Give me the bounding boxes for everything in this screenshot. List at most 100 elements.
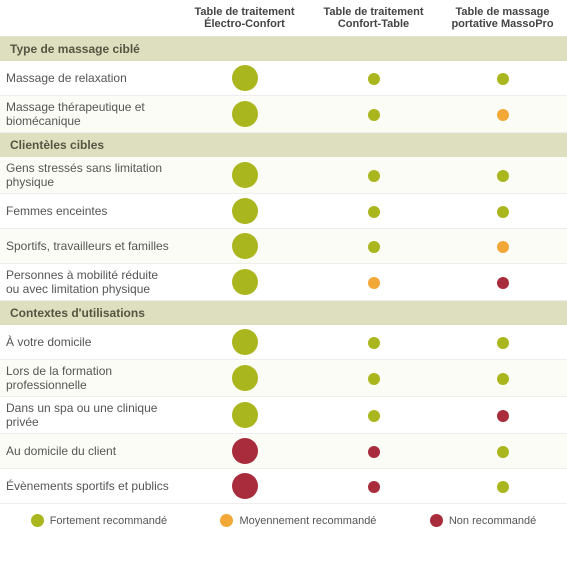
- row-label: Femmes enceintes: [0, 194, 180, 229]
- row-label: À votre domicile: [0, 325, 180, 360]
- section-title: Contextes d'utilisations: [0, 301, 567, 326]
- table-row: Sportifs, travailleurs et familles: [0, 229, 567, 264]
- rating-dot-icon: [368, 373, 380, 385]
- table-row: Au domicile du client: [0, 434, 567, 469]
- dot-cell: [180, 229, 309, 264]
- dot-cell: [180, 264, 309, 301]
- header-col-1: Table de traitement Confort-Table: [309, 0, 438, 37]
- dot-cell: [438, 96, 567, 133]
- row-label: Massage thérapeutique et biomécanique: [0, 96, 180, 133]
- dot-cell: [438, 360, 567, 397]
- table-row: À votre domicile: [0, 325, 567, 360]
- dot-cell: [438, 397, 567, 434]
- rating-dot-icon: [368, 241, 380, 253]
- table-row: Lors de la formation professionnelle: [0, 360, 567, 397]
- rating-dot-icon: [368, 109, 380, 121]
- header-col-0: Table de traitement Électro-Confort: [180, 0, 309, 37]
- legend: Fortement recommandé Moyennement recomman…: [0, 504, 567, 537]
- rating-dot-icon: [232, 329, 258, 355]
- row-label: Au domicile du client: [0, 434, 180, 469]
- legend-dot-icon: [220, 514, 233, 527]
- dot-cell: [180, 96, 309, 133]
- rating-dot-icon: [497, 109, 509, 121]
- rating-dot-icon: [497, 481, 509, 493]
- dot-cell: [309, 229, 438, 264]
- section-title: Type de massage ciblé: [0, 37, 567, 62]
- dot-cell: [309, 325, 438, 360]
- rating-dot-icon: [368, 206, 380, 218]
- row-label: Dans un spa ou une clinique privée: [0, 397, 180, 434]
- rating-dot-icon: [497, 277, 509, 289]
- table-row: Personnes à mobilité réduite ou avec lim…: [0, 264, 567, 301]
- legend-dot-icon: [31, 514, 44, 527]
- dot-cell: [180, 397, 309, 434]
- section-row: Contextes d'utilisations: [0, 301, 567, 326]
- rating-dot-icon: [232, 162, 258, 188]
- dot-cell: [180, 469, 309, 504]
- rating-dot-icon: [232, 101, 258, 127]
- rating-dot-icon: [497, 446, 509, 458]
- rating-dot-icon: [232, 65, 258, 91]
- table-row: Dans un spa ou une clinique privée: [0, 397, 567, 434]
- rating-dot-icon: [232, 365, 258, 391]
- header-col-2: Table de massage portative MassoPro: [438, 0, 567, 37]
- row-label: Sportifs, travailleurs et familles: [0, 229, 180, 264]
- row-label: Personnes à mobilité réduite ou avec lim…: [0, 264, 180, 301]
- table-row: Femmes enceintes: [0, 194, 567, 229]
- dot-cell: [438, 264, 567, 301]
- dot-cell: [309, 397, 438, 434]
- section-row: Clientèles cibles: [0, 133, 567, 158]
- rating-dot-icon: [368, 446, 380, 458]
- dot-cell: [180, 360, 309, 397]
- dot-cell: [180, 434, 309, 469]
- legend-label: Non recommandé: [449, 515, 536, 527]
- dot-cell: [309, 360, 438, 397]
- rating-dot-icon: [368, 277, 380, 289]
- rating-dot-icon: [497, 206, 509, 218]
- rating-dot-icon: [232, 269, 258, 295]
- legend-item: Moyennement recommandé: [220, 514, 376, 527]
- rating-dot-icon: [368, 481, 380, 493]
- rating-dot-icon: [232, 198, 258, 224]
- dot-cell: [438, 434, 567, 469]
- dot-cell: [309, 157, 438, 194]
- dot-cell: [180, 194, 309, 229]
- table-row: Massage thérapeutique et biomécanique: [0, 96, 567, 133]
- dot-cell: [180, 325, 309, 360]
- row-label: Gens stressés sans limitation physique: [0, 157, 180, 194]
- dot-cell: [309, 434, 438, 469]
- dot-cell: [438, 325, 567, 360]
- rating-dot-icon: [497, 170, 509, 182]
- row-label: Évènements sportifs et publics: [0, 469, 180, 504]
- rating-dot-icon: [497, 373, 509, 385]
- dot-cell: [309, 194, 438, 229]
- legend-dot-icon: [430, 514, 443, 527]
- rating-dot-icon: [232, 473, 258, 499]
- section-row: Type de massage ciblé: [0, 37, 567, 62]
- legend-item: Fortement recommandé: [31, 514, 167, 527]
- table-row: Massage de relaxation: [0, 61, 567, 96]
- row-label: Lors de la formation professionnelle: [0, 360, 180, 397]
- dot-cell: [438, 229, 567, 264]
- dot-cell: [180, 157, 309, 194]
- rating-dot-icon: [497, 410, 509, 422]
- rating-dot-icon: [497, 73, 509, 85]
- table-row: Évènements sportifs et publics: [0, 469, 567, 504]
- dot-cell: [309, 96, 438, 133]
- dot-cell: [309, 61, 438, 96]
- legend-label: Moyennement recommandé: [239, 515, 376, 527]
- row-label: Massage de relaxation: [0, 61, 180, 96]
- rating-dot-icon: [368, 410, 380, 422]
- rating-dot-icon: [368, 73, 380, 85]
- header-row: Table de traitement Électro-Confort Tabl…: [0, 0, 567, 37]
- dot-cell: [438, 61, 567, 96]
- comparison-table: Table de traitement Électro-Confort Tabl…: [0, 0, 567, 504]
- rating-dot-icon: [497, 241, 509, 253]
- rating-dot-icon: [232, 402, 258, 428]
- header-empty: [0, 0, 180, 37]
- table-row: Gens stressés sans limitation physique: [0, 157, 567, 194]
- rating-dot-icon: [232, 438, 258, 464]
- dot-cell: [438, 157, 567, 194]
- rating-dot-icon: [497, 337, 509, 349]
- legend-item: Non recommandé: [430, 514, 536, 527]
